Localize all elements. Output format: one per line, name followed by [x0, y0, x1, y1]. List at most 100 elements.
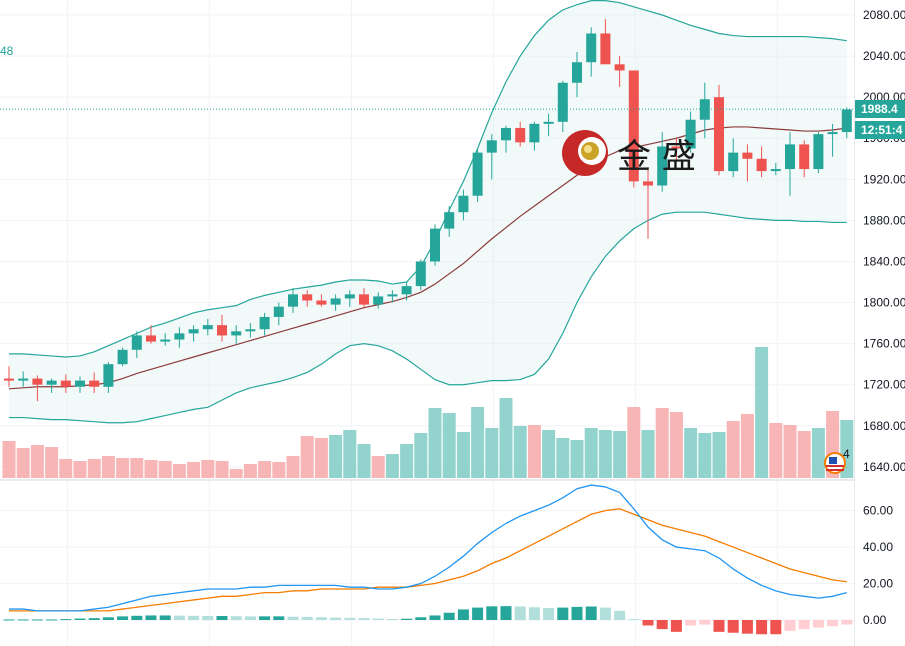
candle-body[interactable] [131, 335, 142, 350]
candle-body[interactable] [430, 228, 440, 262]
macd-histogram-bar [543, 607, 555, 620]
volume-bar [570, 440, 584, 478]
candle-body[interactable] [60, 380, 71, 387]
candle-body[interactable] [543, 121, 554, 124]
candle-body[interactable] [529, 123, 540, 143]
macd-pane [3, 484, 853, 635]
price-tick-label: 2080.00 [863, 8, 905, 22]
candle-body[interactable] [330, 298, 341, 305]
candle-body[interactable] [245, 329, 256, 332]
candle-body[interactable] [415, 261, 426, 287]
candle-body[interactable] [359, 294, 369, 305]
candle-body[interactable] [160, 339, 171, 342]
candle-body[interactable] [699, 99, 710, 120]
macd-histogram-bar [486, 606, 498, 620]
volume-bar [187, 462, 201, 478]
volume-bar [215, 461, 229, 478]
volume-bar [371, 456, 385, 478]
volume-bar [556, 438, 570, 478]
candle-body[interactable] [841, 109, 852, 133]
candle-body[interactable] [486, 140, 497, 153]
candle-body[interactable] [259, 316, 270, 330]
candle-body[interactable] [344, 294, 355, 299]
candle-body[interactable] [316, 300, 327, 305]
price-tick-label: 1760.00 [863, 337, 905, 351]
candle-body[interactable] [288, 294, 298, 307]
macd-histogram-bar [841, 620, 853, 625]
candle-body[interactable] [756, 158, 767, 172]
candle-body[interactable] [827, 132, 838, 135]
candle-body[interactable] [302, 294, 313, 301]
candle-body[interactable] [501, 127, 511, 141]
candle-body[interactable] [444, 212, 455, 229]
macd-histogram-bar [159, 615, 171, 620]
moving-average [8, 126, 847, 390]
candle-body[interactable] [373, 296, 384, 305]
candle-body[interactable] [799, 144, 810, 170]
volume-bar [243, 464, 257, 478]
candle-body[interactable] [18, 378, 29, 381]
candle-body[interactable] [742, 152, 753, 159]
volume-bar [513, 426, 527, 478]
price-tick-label: 1800.00 [863, 296, 905, 310]
bb-lower-line [9, 211, 847, 424]
candle-body[interactable] [46, 380, 57, 385]
candle-body[interactable] [217, 325, 227, 336]
candle-body[interactable] [614, 64, 625, 71]
candle-body[interactable] [174, 333, 185, 340]
volume-bar [684, 428, 698, 478]
volume-flag-icon [824, 452, 846, 474]
candle-body[interactable] [387, 294, 398, 297]
candle-body[interactable] [685, 119, 696, 149]
candle-body[interactable] [146, 335, 156, 342]
candle-body[interactable] [231, 331, 242, 336]
candle-body[interactable] [657, 146, 668, 186]
candle-body[interactable] [458, 195, 469, 213]
candle-body[interactable] [188, 329, 199, 334]
candle-body[interactable] [273, 306, 284, 317]
candle-body[interactable] [401, 286, 412, 295]
candle-body[interactable] [557, 82, 568, 122]
candle-body[interactable] [32, 378, 43, 385]
candle-body[interactable] [628, 70, 639, 182]
candle-body[interactable] [586, 33, 597, 63]
candle-body[interactable] [572, 62, 582, 83]
candle-body[interactable] [89, 380, 100, 387]
macd-histogram-bar [17, 619, 29, 621]
candle-body[interactable] [813, 134, 824, 170]
macd-tick-label: 60.00 [863, 504, 893, 518]
macd-histogram-bar [117, 616, 129, 620]
volume-bar [456, 432, 470, 478]
candle-body[interactable] [117, 349, 128, 365]
price-axis[interactable]: 2080.002040.002000.001960.001920.001880.… [855, 0, 905, 646]
macd-histogram-bar [599, 607, 611, 620]
price-tick-label: 1840.00 [863, 254, 905, 268]
macd-histogram-bar [827, 620, 839, 627]
candle-body[interactable] [202, 325, 213, 330]
macd-histogram-bar [259, 616, 271, 620]
volume-bar [229, 469, 243, 478]
candle-body[interactable] [472, 152, 483, 196]
volume-bar [45, 447, 59, 478]
candle-body[interactable] [785, 144, 795, 170]
candle-body[interactable] [600, 33, 611, 65]
macd-histogram-bar [784, 620, 796, 631]
macd-histogram-bar [628, 619, 640, 621]
candle-body[interactable] [75, 380, 85, 387]
macd-histogram-bar [102, 617, 114, 620]
candlesticks[interactable] [0, 19, 855, 402]
candle-body[interactable] [103, 364, 114, 387]
candle-body[interactable] [671, 146, 682, 149]
candle-body[interactable] [643, 181, 653, 186]
macd-histogram-bar [401, 618, 413, 620]
candle-body[interactable] [770, 169, 781, 172]
volume-bar [669, 412, 683, 478]
volume-bar [116, 458, 130, 478]
candle-body[interactable] [515, 127, 526, 143]
volume-bar [343, 430, 357, 478]
candle-body[interactable] [4, 378, 14, 381]
candle-body[interactable] [714, 97, 724, 172]
macd-histogram-bar [685, 620, 697, 626]
candle-body[interactable] [728, 152, 739, 172]
